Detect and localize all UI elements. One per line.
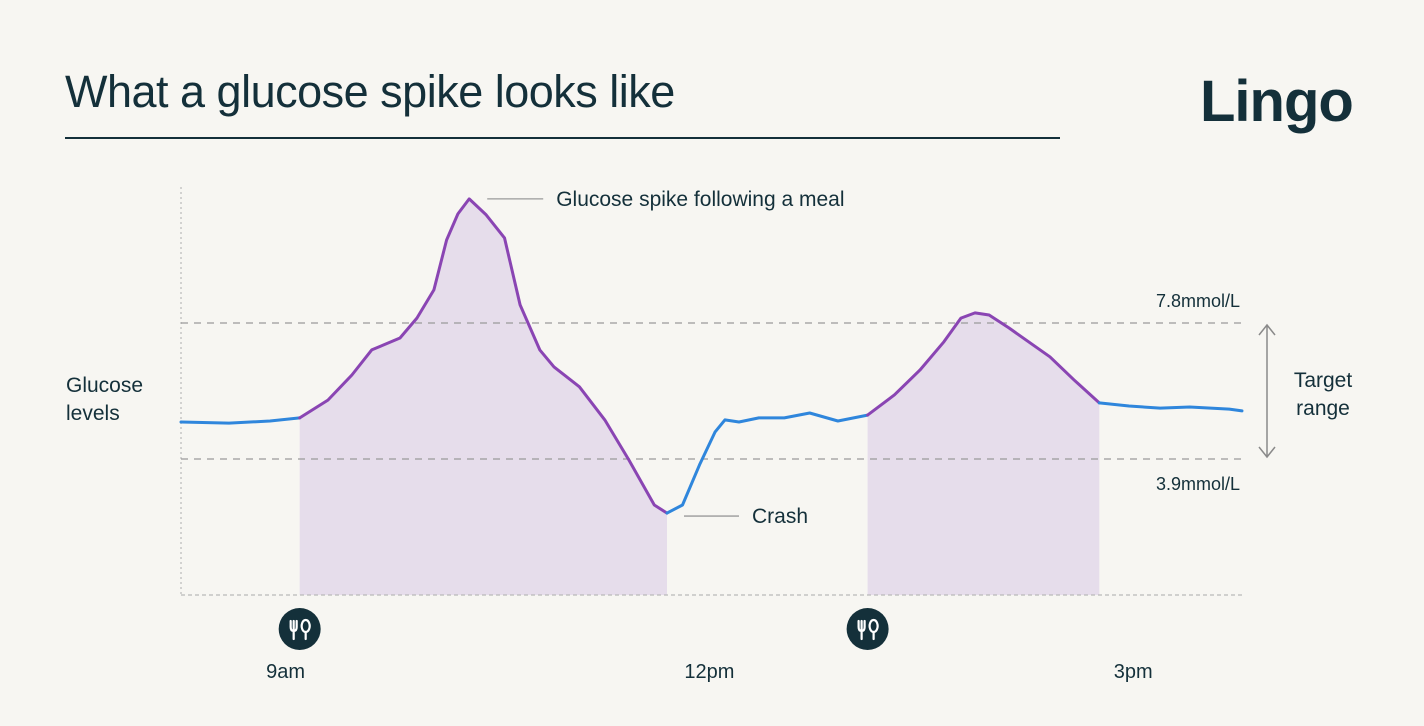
glucose-line — [179, 416, 302, 425]
fork-spoon-icon — [278, 608, 321, 650]
y-axis-label-line2: levels — [66, 402, 120, 425]
y-axis-label-line1: Glucose — [66, 374, 143, 397]
spike-area — [299, 198, 667, 595]
page-title: What a glucose spike looks like — [65, 66, 675, 117]
glucose-line — [665, 411, 870, 515]
fork-spoon-icon — [846, 608, 889, 650]
target-range-label: Target range — [1294, 369, 1353, 420]
annotation-label: Glucose spike following a meal — [556, 188, 844, 211]
annotation-label: Crash — [752, 505, 808, 528]
x-tick-label: 3pm — [1114, 661, 1153, 683]
x-tick-label: 12pm — [684, 661, 734, 683]
x-tick-label: 9am — [266, 661, 305, 683]
spike-line — [298, 197, 669, 515]
glucose-line — [1097, 401, 1244, 413]
lingo-logo: Lingo — [1200, 69, 1354, 134]
y-axis-label: Glucose levels — [66, 374, 143, 425]
reference-line-label: 7.8mmol/L — [1156, 291, 1240, 311]
target-range-arrow — [1258, 323, 1276, 459]
spike-line — [866, 311, 1101, 417]
reference-line-label: 3.9mmol/L — [1156, 474, 1240, 494]
spike-area — [867, 312, 1100, 595]
title-divider — [65, 137, 1060, 139]
